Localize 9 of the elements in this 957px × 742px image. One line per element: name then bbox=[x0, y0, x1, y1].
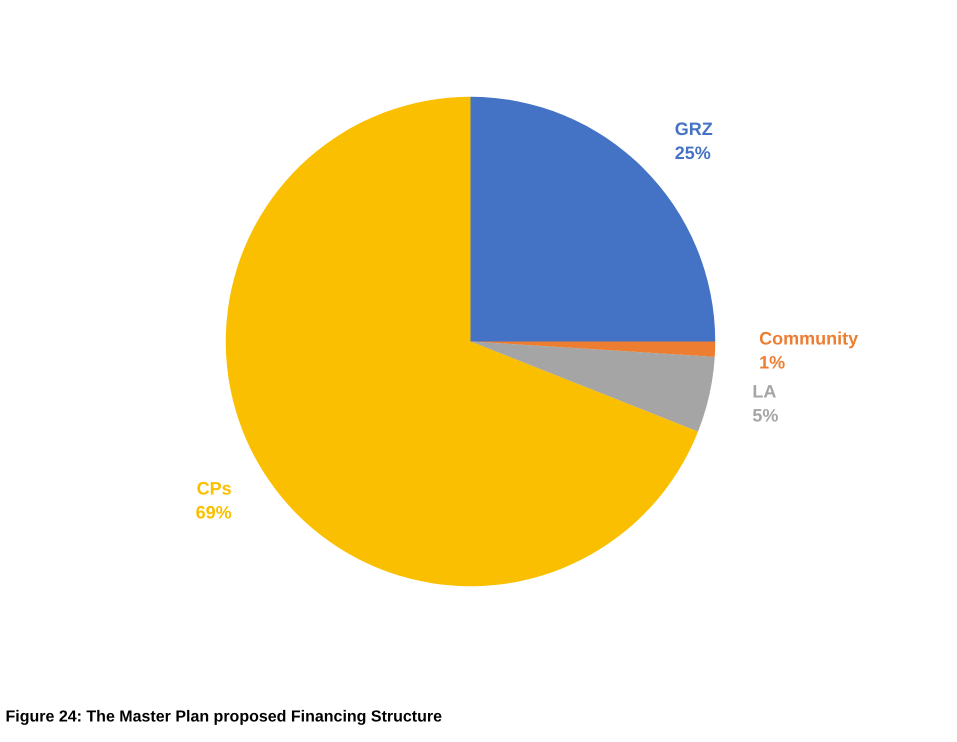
data-label: 25% bbox=[674, 143, 711, 164]
data-label: 69% bbox=[196, 502, 232, 523]
slice-label: LA bbox=[752, 381, 776, 402]
data-label: 5% bbox=[752, 405, 778, 426]
slice-label: CPs bbox=[196, 478, 232, 499]
slice-label: Community bbox=[759, 328, 858, 348]
slice-label: GRZ bbox=[674, 119, 713, 140]
data-label: 1% bbox=[759, 352, 786, 372]
caption: Figure 24: The Master Plan proposed Financing Structure bbox=[6, 708, 442, 726]
